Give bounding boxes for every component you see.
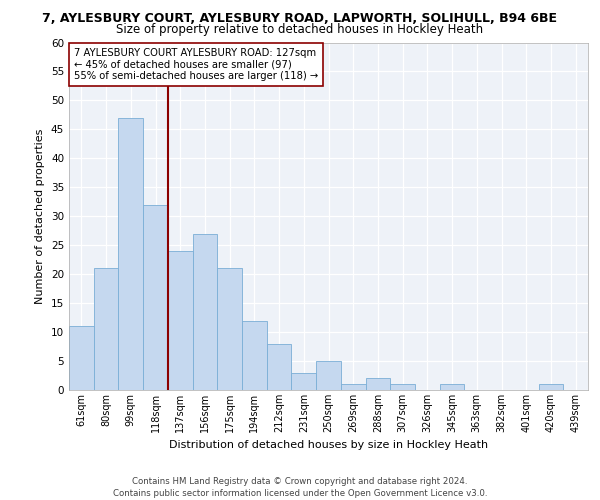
Bar [390,384,415,390]
Bar [143,204,168,390]
Bar [267,344,292,390]
Y-axis label: Number of detached properties: Number of detached properties [35,128,46,304]
Bar [440,384,464,390]
Bar [193,234,217,390]
X-axis label: Distribution of detached houses by size in Hockley Heath: Distribution of detached houses by size … [169,440,488,450]
Bar [341,384,365,390]
Bar [168,251,193,390]
Bar [69,326,94,390]
Text: 7 AYLESBURY COURT AYLESBURY ROAD: 127sqm
← 45% of detached houses are smaller (9: 7 AYLESBURY COURT AYLESBURY ROAD: 127sqm… [74,48,319,81]
Bar [118,118,143,390]
Bar [217,268,242,390]
Text: Contains HM Land Registry data © Crown copyright and database right 2024.
Contai: Contains HM Land Registry data © Crown c… [113,476,487,498]
Text: Size of property relative to detached houses in Hockley Heath: Size of property relative to detached ho… [116,22,484,36]
Text: 7, AYLESBURY COURT, AYLESBURY ROAD, LAPWORTH, SOLIHULL, B94 6BE: 7, AYLESBURY COURT, AYLESBURY ROAD, LAPW… [43,12,557,24]
Bar [539,384,563,390]
Bar [365,378,390,390]
Bar [94,268,118,390]
Bar [242,320,267,390]
Bar [316,361,341,390]
Bar [292,372,316,390]
